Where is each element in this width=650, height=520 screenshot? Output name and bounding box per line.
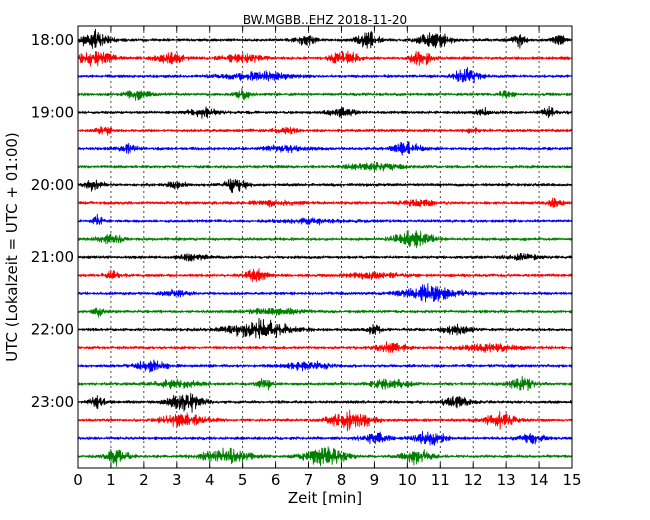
trace-21-00 (77, 252, 573, 262)
x-tick-label: 2 (139, 471, 149, 489)
x-tick-label: 9 (370, 471, 380, 489)
x-tick-label: 14 (530, 471, 549, 489)
y-tick-layer: 18:00 19:00 20:00 21:00 22:00 23:00 (31, 31, 572, 411)
trace-22-15 (77, 341, 573, 353)
x-tick-label: 11 (431, 471, 450, 489)
trace-19-00 (77, 105, 573, 119)
x-tick-layer: 0 1 2 3 4 5 6 7 8 9 10 11 12 13 14 15 (73, 26, 582, 489)
x-tick-label: 7 (304, 471, 314, 489)
x-tick-label: 4 (205, 471, 215, 489)
x-tick-label: 8 (337, 471, 347, 489)
x-tick-label: 5 (238, 471, 248, 489)
x-tick-label: 15 (562, 471, 581, 489)
plot-frame (77, 25, 573, 469)
y-tick-label: 23:00 (31, 393, 74, 411)
trace-19-30 (77, 141, 573, 156)
y-tick-label: 20:00 (31, 176, 74, 194)
x-tick-label: 10 (398, 471, 417, 489)
x-tick-label: 0 (73, 471, 83, 489)
y-axis-label: UTC (Lokalzeit = UTC + 01:00) (3, 132, 21, 362)
trace-23-45 (77, 446, 573, 467)
y-tick-label: 21:00 (31, 248, 74, 266)
trace-21-45 (77, 307, 573, 318)
trace-18-15 (77, 50, 573, 67)
trace-22-00 (77, 317, 573, 339)
trace-23-00 (77, 392, 573, 413)
trace-21-15 (77, 268, 573, 283)
trace-20-30 (77, 213, 573, 226)
trace-22-45 (77, 375, 573, 392)
trace-layer (77, 28, 573, 467)
trace-20-00 (77, 178, 573, 193)
x-tick-label: 12 (464, 471, 483, 489)
trace-21-30 (77, 283, 573, 303)
y-tick-label: 19:00 (31, 103, 74, 121)
x-tick-label: 1 (106, 471, 116, 489)
trace-19-15 (77, 125, 573, 136)
x-axis-label: Zeit [min] (288, 489, 362, 507)
x-tick-label: 3 (172, 471, 182, 489)
trace-19-45 (77, 162, 573, 172)
trace-22-30 (77, 359, 573, 373)
y-tick-label: 18:00 (31, 31, 74, 49)
trace-23-30 (77, 430, 573, 446)
trace-18-00 (77, 28, 573, 49)
trace-23-15 (77, 409, 573, 432)
x-tick-label: 6 (271, 471, 281, 489)
chart-title: BW.MGBB..EHZ 2018-11-20 (243, 13, 407, 27)
grid-layer (110, 26, 540, 468)
trace-18-45 (77, 87, 573, 101)
trace-18-30 (77, 66, 573, 84)
x-tick-label: 13 (497, 471, 516, 489)
y-tick-label: 22:00 (31, 321, 74, 339)
trace-20-45 (77, 230, 573, 249)
trace-20-15 (77, 197, 573, 208)
